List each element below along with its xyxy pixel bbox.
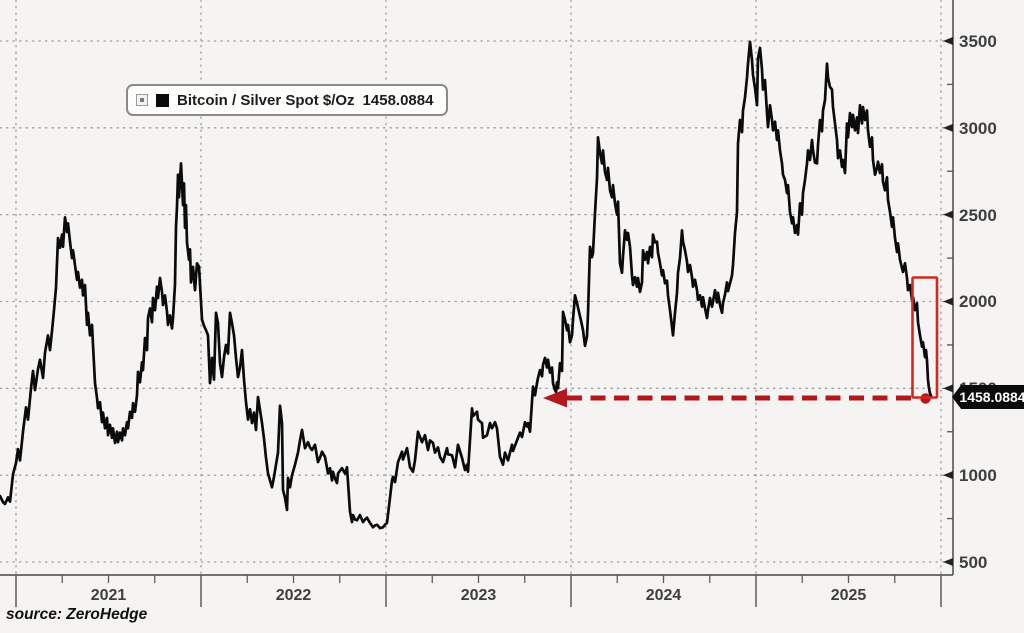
red-arrowhead-icon xyxy=(543,388,567,408)
y-major-tick xyxy=(943,123,953,132)
legend-box[interactable]: Bitcoin / Silver Spot $/Oz 1458.0884 xyxy=(126,84,449,116)
y-major-tick xyxy=(943,210,953,219)
x-tick-label: 2021 xyxy=(90,587,127,604)
y-major-tick xyxy=(943,558,953,566)
legend-series-value: 1458.0884 xyxy=(362,91,434,109)
y-tick-label: 3000 xyxy=(959,118,997,138)
y-tick-label: 2500 xyxy=(959,205,997,225)
x-tick-label: 2022 xyxy=(275,587,312,604)
price-line xyxy=(0,40,933,530)
legend-checkbox-icon[interactable] xyxy=(136,94,148,106)
series-color-swatch xyxy=(156,93,169,107)
y-tick-label: 2000 xyxy=(959,292,997,312)
red-highlight-box xyxy=(911,276,939,399)
y-tick-label: 500 xyxy=(959,553,988,572)
legend-series-label: Bitcoin / Silver Spot $/Oz xyxy=(177,91,355,109)
y-major-tick xyxy=(943,297,953,306)
y-tick-label: 1000 xyxy=(959,466,997,486)
x-tick-label: 2024 xyxy=(645,587,682,604)
y-major-tick xyxy=(943,384,953,393)
source-note: source: ZeroHedge xyxy=(6,606,148,623)
y-major-tick xyxy=(943,36,953,45)
y-major-tick xyxy=(943,471,953,480)
last-value-axis-tag: 1458.0884 xyxy=(952,385,1024,409)
x-tick-label: 2023 xyxy=(460,587,497,604)
y-tick-label: 3500 xyxy=(959,31,997,51)
x-tick-label: 2025 xyxy=(830,587,867,604)
